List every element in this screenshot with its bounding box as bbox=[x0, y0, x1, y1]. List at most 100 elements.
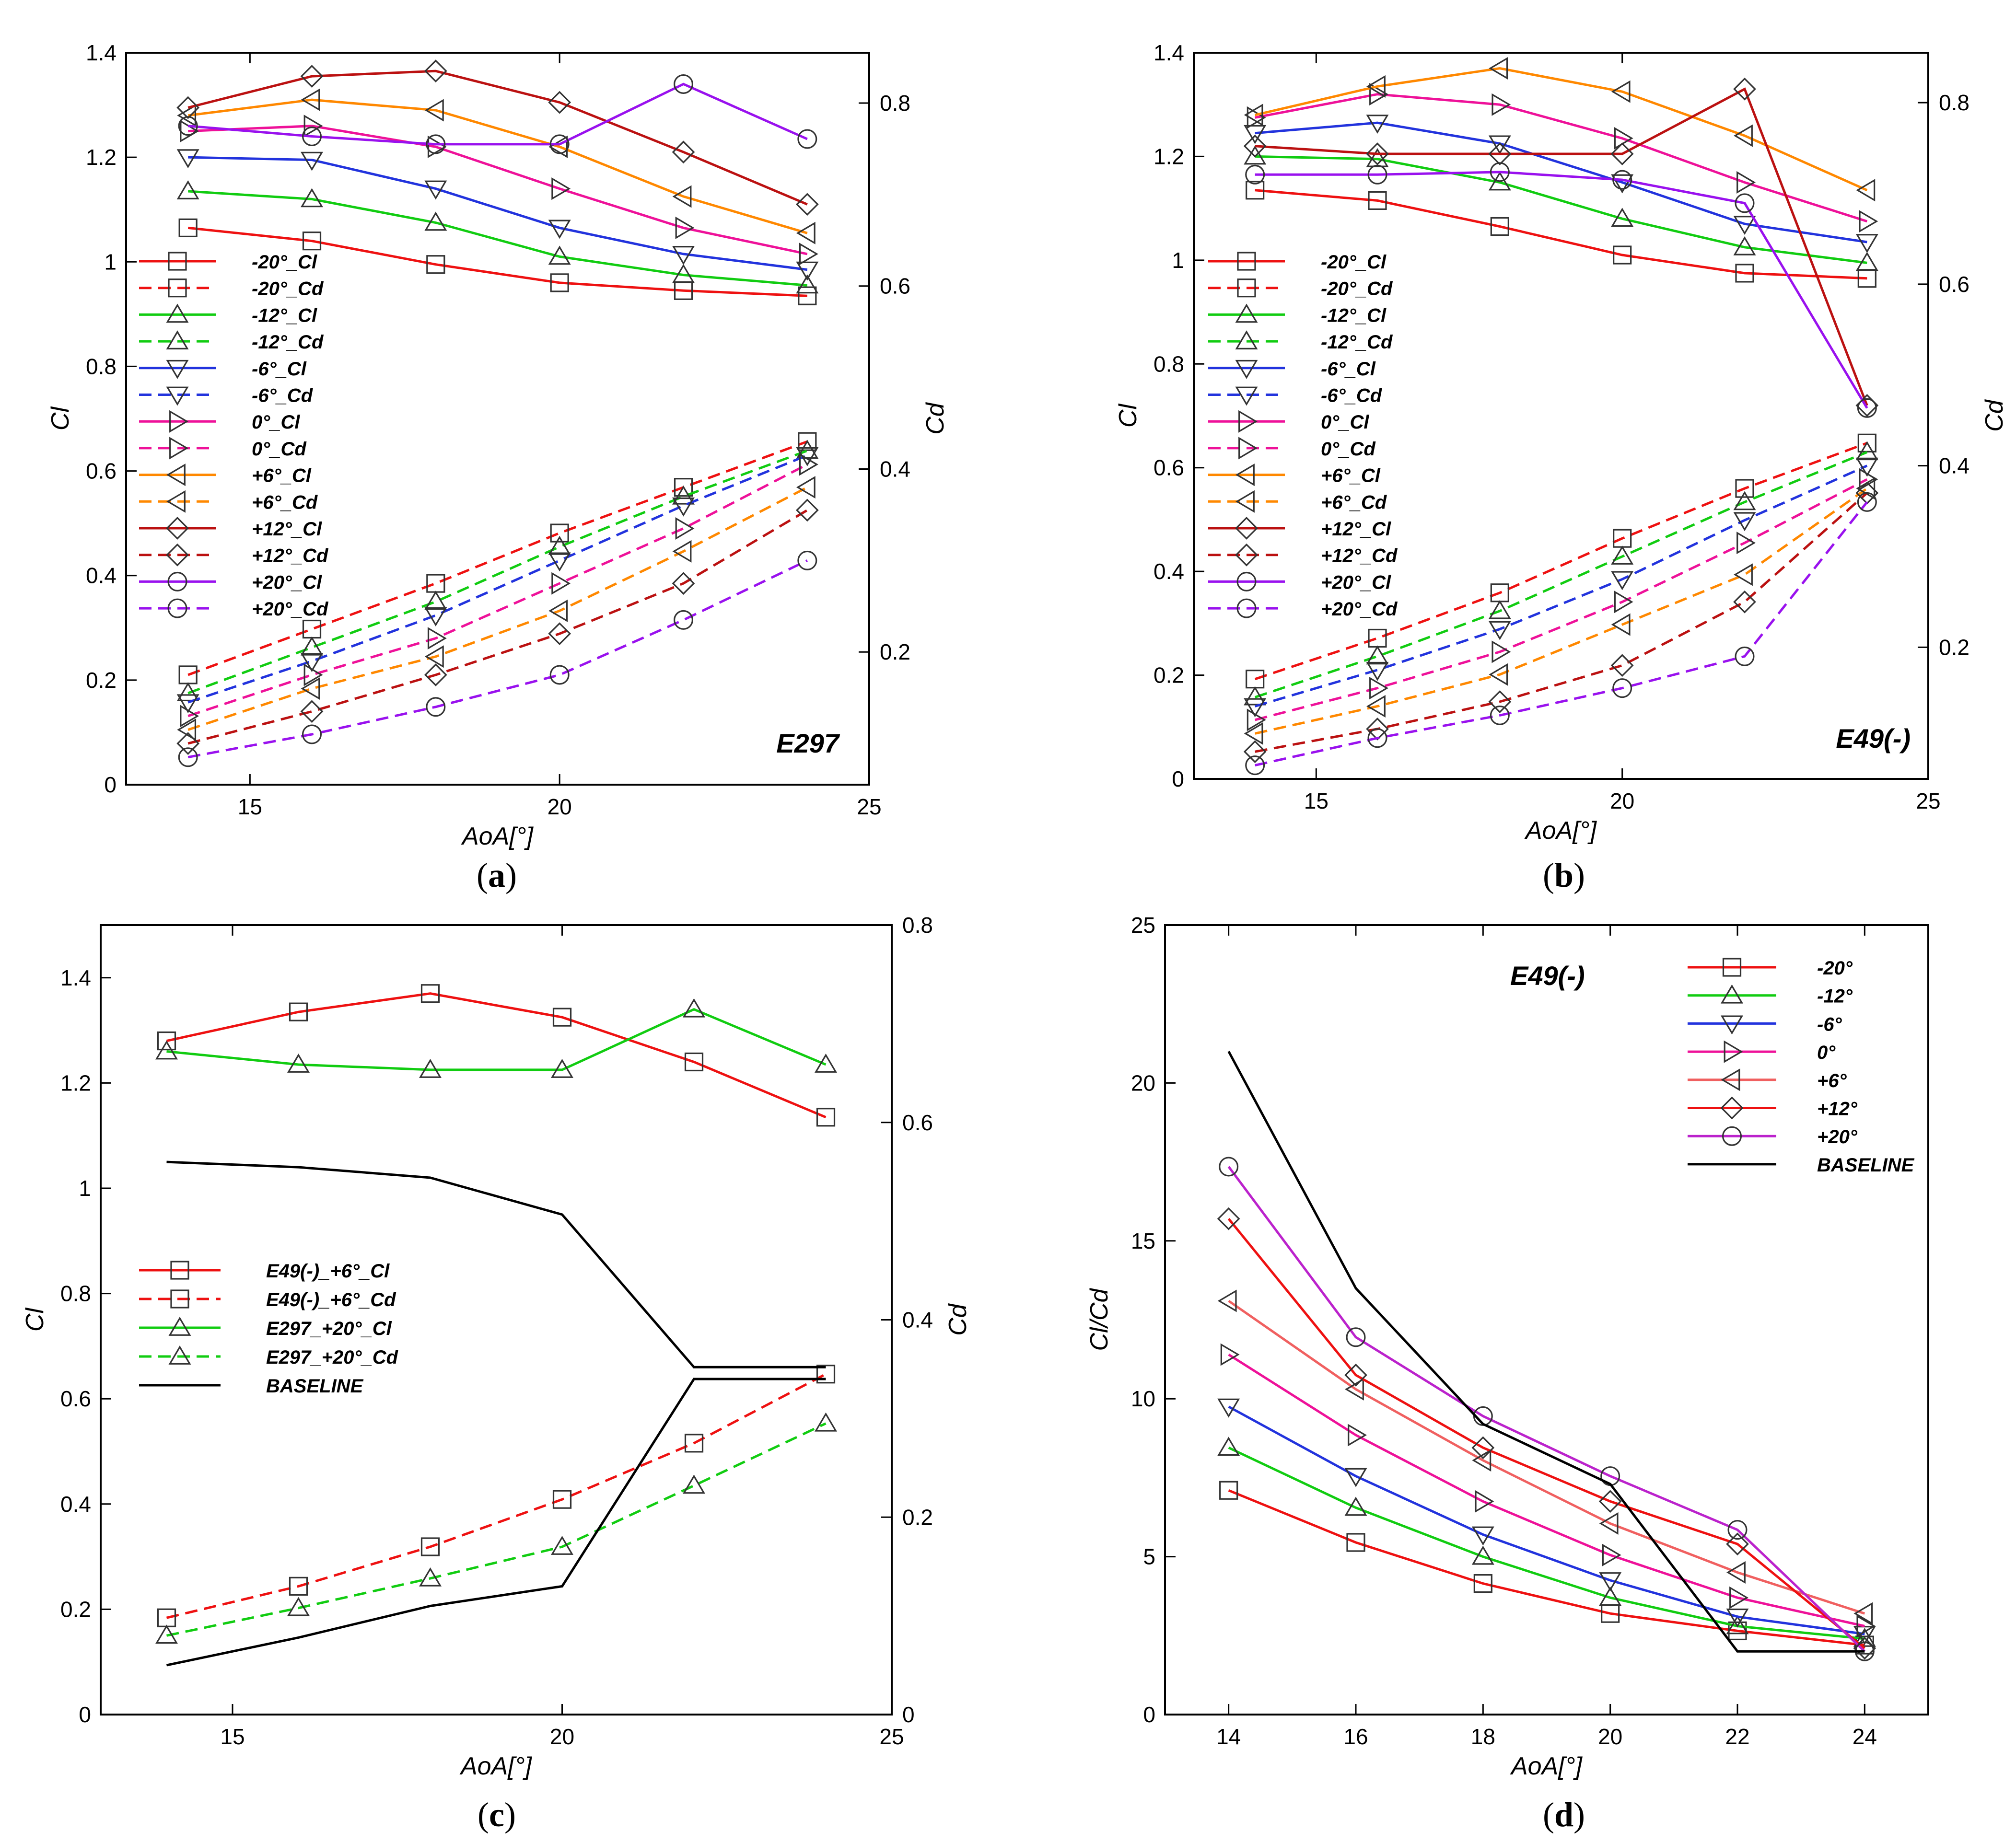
x-tick-label: 24 bbox=[1853, 1724, 1877, 1749]
y-tick-label: 0.6 bbox=[60, 1386, 91, 1411]
series-line bbox=[1254, 464, 1868, 707]
legend-marker bbox=[168, 1317, 191, 1336]
data-point bbox=[300, 151, 324, 171]
x-tick-label: 20 bbox=[550, 1724, 574, 1749]
data-point bbox=[548, 91, 571, 114]
y2-axis-label: Cd bbox=[944, 1303, 972, 1336]
data-point bbox=[673, 74, 693, 94]
legend-label: -6°_Cl bbox=[252, 359, 307, 380]
data-point bbox=[426, 574, 445, 593]
data-point bbox=[427, 135, 447, 158]
legend-label: -12°_Cl bbox=[252, 305, 317, 326]
data-point bbox=[550, 273, 569, 292]
data-point bbox=[302, 619, 322, 639]
series-line bbox=[188, 190, 808, 287]
data-point bbox=[302, 724, 322, 744]
data-point bbox=[176, 149, 199, 169]
series-BASELINE (Cd) bbox=[166, 1378, 826, 1667]
data-point bbox=[684, 1052, 704, 1072]
data-point bbox=[1246, 181, 1265, 200]
data-point bbox=[1369, 83, 1388, 106]
data-point bbox=[1856, 1615, 1876, 1638]
data-point bbox=[176, 682, 199, 702]
data-point bbox=[675, 216, 695, 239]
y2-tick-label: 0.6 bbox=[880, 274, 910, 299]
series-line bbox=[1255, 121, 1867, 243]
legend: E49(-)_+6°_Cl E49(-)_+6°_Cd E297_+20°_Cl E2… bbox=[139, 1261, 399, 1397]
legend-marker bbox=[169, 437, 188, 460]
series-line bbox=[1228, 1447, 1865, 1640]
data-point bbox=[1368, 191, 1387, 210]
chart-title: E49(-) bbox=[1510, 961, 1585, 991]
data-point bbox=[796, 274, 819, 294]
series-line bbox=[1254, 451, 1868, 698]
data-point bbox=[1471, 1545, 1494, 1565]
series-E297_+20°_Cd bbox=[155, 1412, 838, 1644]
series-line bbox=[1255, 501, 1868, 767]
data-point bbox=[424, 591, 447, 610]
series-0°_Cd bbox=[1247, 468, 1878, 731]
data-point bbox=[1473, 1574, 1492, 1593]
y2-tick-label: 0.2 bbox=[1939, 635, 1969, 660]
series--12°_Cl bbox=[1244, 145, 1878, 271]
data-point bbox=[1490, 705, 1510, 725]
data-point bbox=[1366, 645, 1389, 665]
y-tick-label: 1.4 bbox=[60, 965, 91, 990]
data-point bbox=[1219, 1157, 1239, 1177]
series--12° bbox=[1217, 1437, 1876, 1647]
y2-tick-label: 0.2 bbox=[880, 639, 910, 664]
data-point bbox=[180, 705, 199, 728]
legend-label: 0°_Cl bbox=[1321, 412, 1369, 433]
x-tick-label: 14 bbox=[1216, 1724, 1241, 1749]
legend-marker bbox=[168, 278, 187, 298]
legend-label: -20°_Cl bbox=[1321, 252, 1387, 273]
y-tick-label: 1.2 bbox=[86, 145, 117, 170]
series--20°_Cl bbox=[1246, 181, 1876, 288]
legend-label: 0°_Cd bbox=[252, 439, 307, 460]
legend-marker bbox=[1721, 1068, 1740, 1091]
data-point bbox=[1733, 77, 1756, 101]
legend-marker bbox=[1236, 571, 1257, 591]
series-line bbox=[1255, 93, 1868, 223]
data-point bbox=[552, 1008, 572, 1027]
series-line bbox=[166, 1160, 826, 1368]
data-point bbox=[301, 88, 320, 111]
data-point bbox=[548, 599, 568, 622]
series-line bbox=[1227, 1051, 1865, 1653]
x-tick-label: 25 bbox=[1916, 788, 1940, 813]
series-line bbox=[1255, 171, 1868, 409]
data-point bbox=[1490, 162, 1510, 182]
legend-marker bbox=[1720, 1015, 1744, 1035]
legend-marker bbox=[1235, 386, 1258, 406]
y-tick-label: 0.6 bbox=[1154, 455, 1184, 480]
legend-marker bbox=[1720, 1096, 1744, 1120]
legend-marker bbox=[1720, 984, 1744, 1004]
y2-tick-label: 0.4 bbox=[902, 1308, 933, 1333]
data-point bbox=[287, 1054, 310, 1073]
legend-label: -6° bbox=[1817, 1014, 1842, 1035]
series-line bbox=[1255, 478, 1868, 721]
series-line bbox=[187, 82, 808, 146]
series-line bbox=[188, 125, 808, 255]
data-point bbox=[1366, 695, 1386, 718]
y-tick-label: 0.2 bbox=[60, 1597, 91, 1622]
legend-marker bbox=[1724, 1040, 1743, 1063]
data-point bbox=[157, 1031, 176, 1051]
data-point bbox=[1614, 591, 1633, 614]
data-point bbox=[1247, 708, 1266, 731]
legend-label: -20°_Cd bbox=[252, 278, 324, 300]
data-point bbox=[1366, 115, 1389, 134]
data-point bbox=[1855, 252, 1878, 271]
y-tick-label: 0.8 bbox=[60, 1281, 91, 1306]
data-point bbox=[1366, 148, 1389, 167]
data-point bbox=[550, 1059, 574, 1078]
x-axis-label: AoA[°] bbox=[461, 823, 534, 850]
series-BASELINE bbox=[166, 1160, 826, 1368]
series-E49(-)_+6°_Cl bbox=[157, 984, 836, 1127]
y-tick-label: 25 bbox=[1131, 913, 1155, 938]
data-point bbox=[426, 134, 446, 154]
caption-d: (d) bbox=[1542, 1796, 1585, 1834]
y2-axis-label: Cd bbox=[921, 402, 949, 435]
data-point bbox=[1610, 654, 1634, 677]
